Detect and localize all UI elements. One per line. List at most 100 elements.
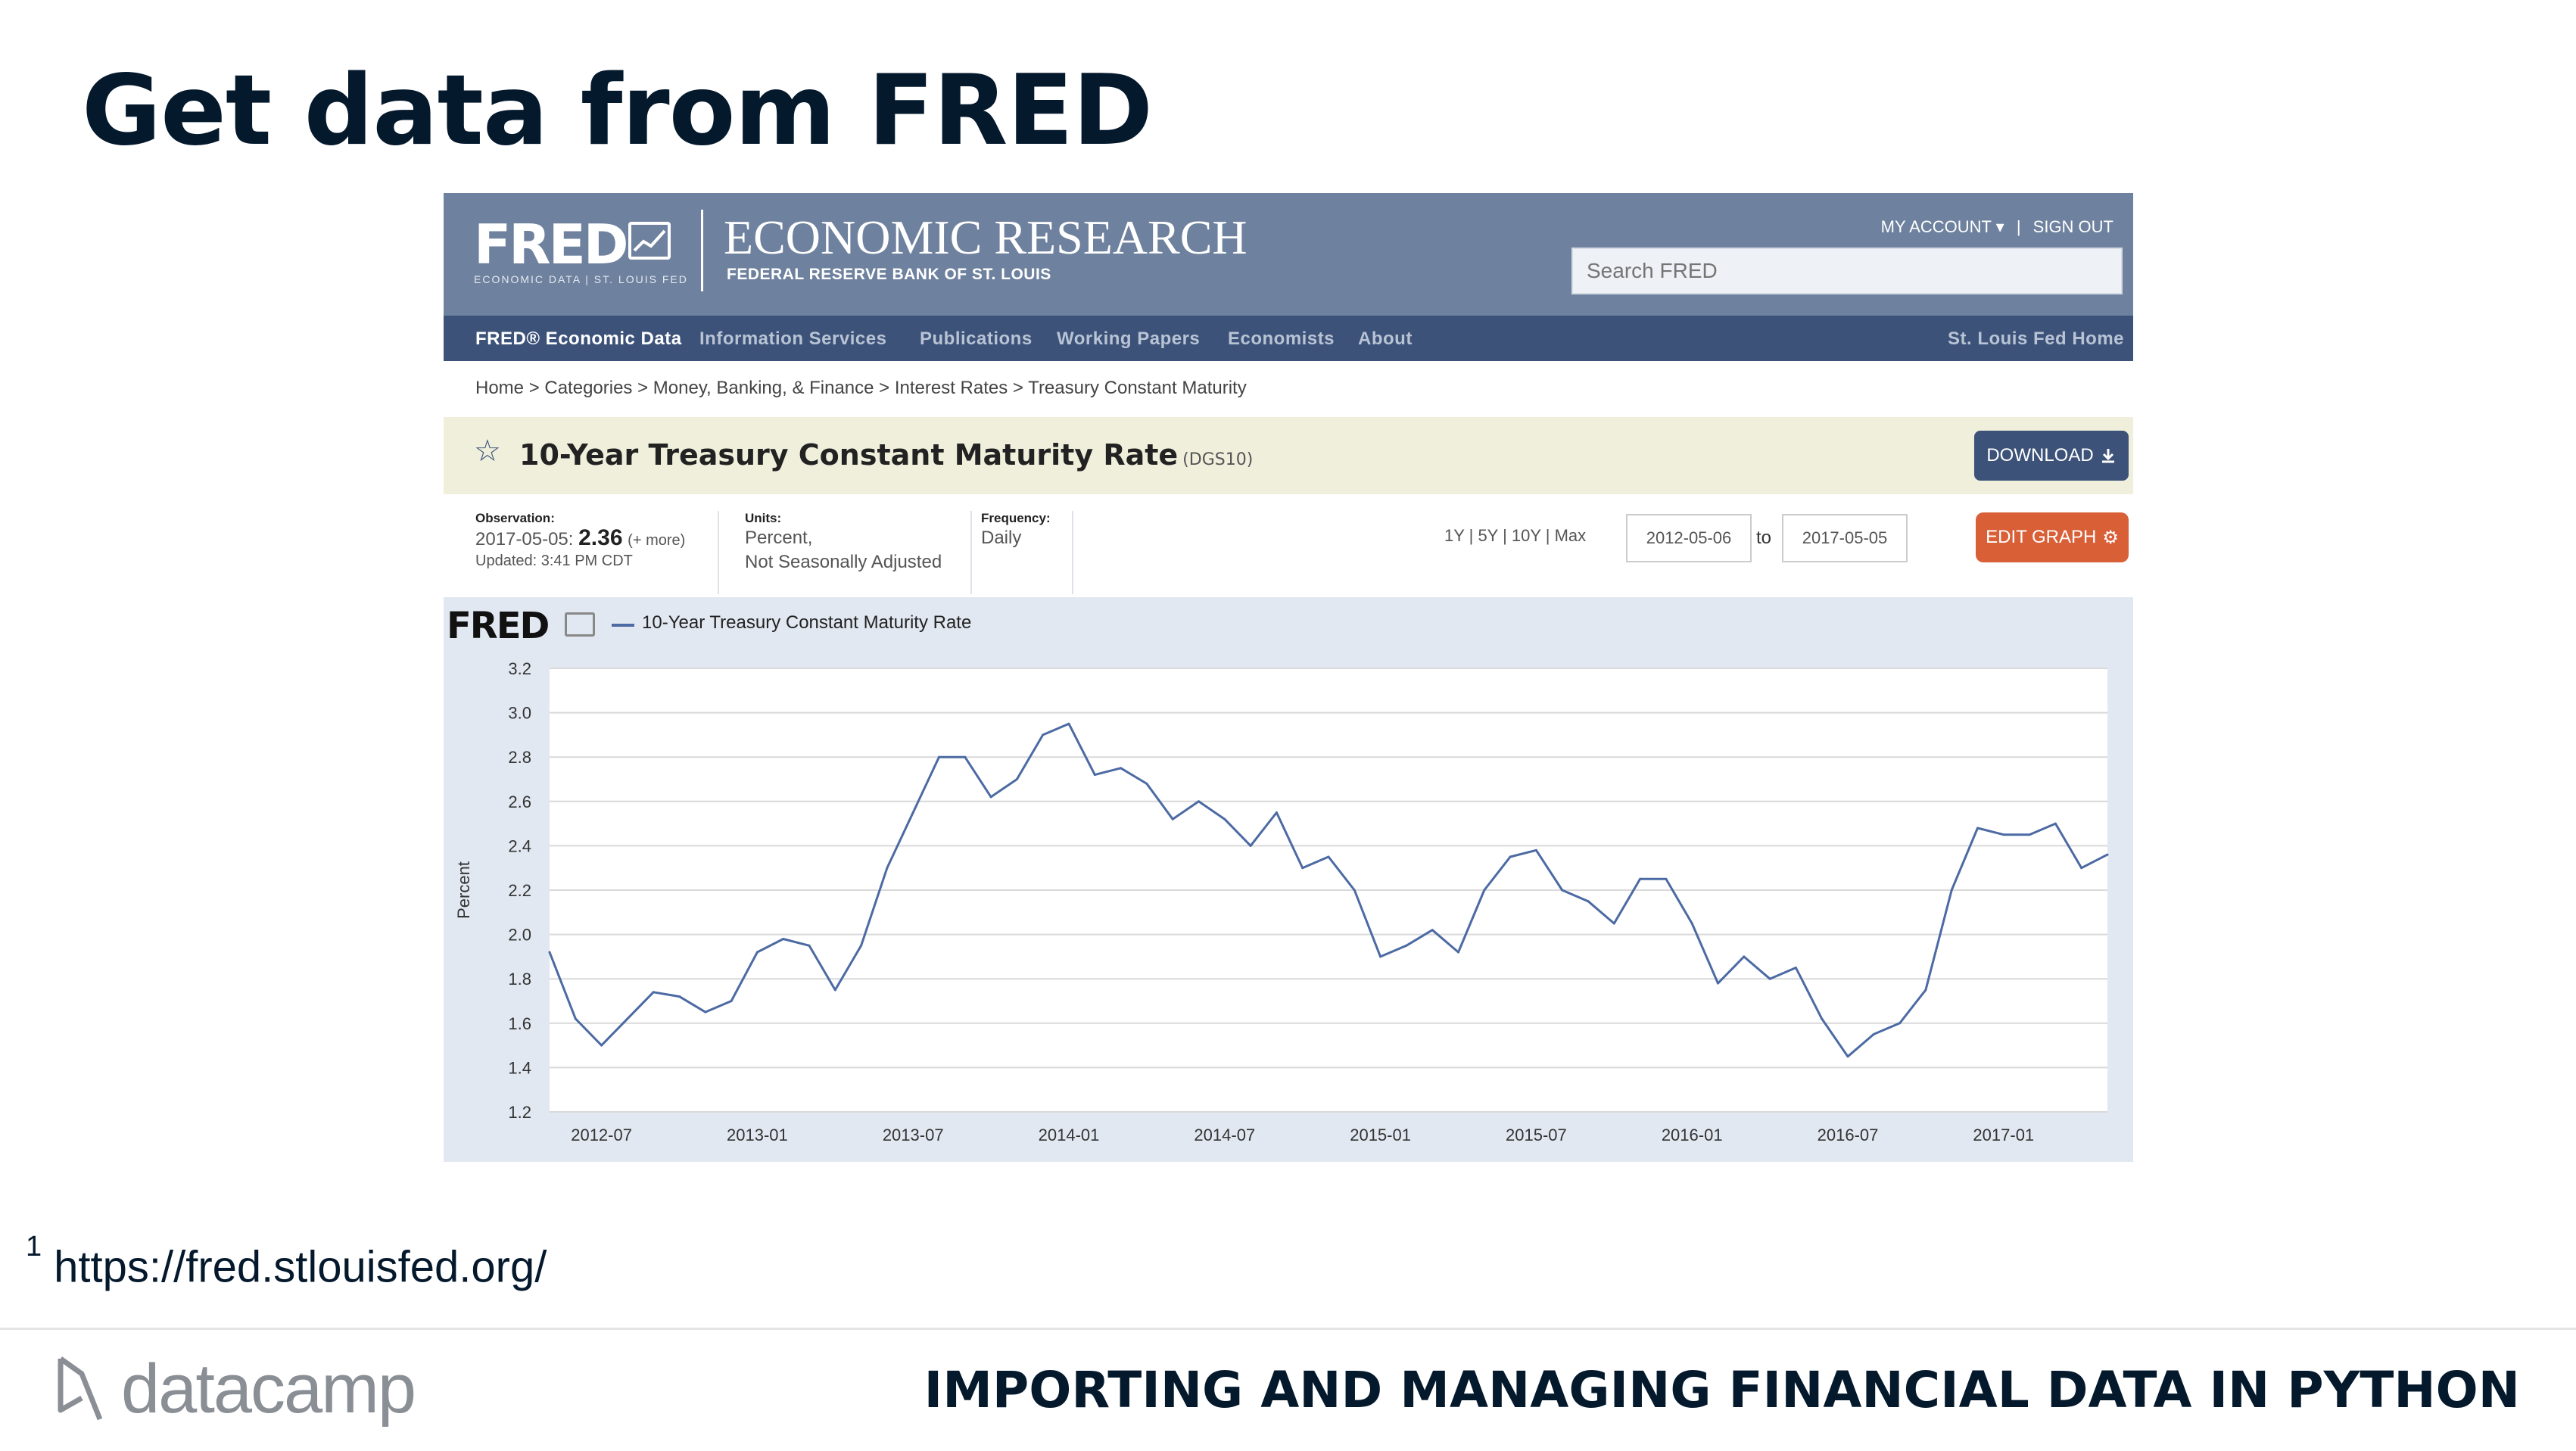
chart-fred-logo: FRED [447,605,550,647]
data-point [1768,977,1771,980]
fred-header: FRED ECONOMIC DATA | ST. LOUIS FED ECONO… [444,193,2133,316]
observation-line: 2017-05-05: 2.36 (+ more) [475,526,718,553]
data-point [1561,889,1564,892]
y-axis-label: Percent [454,861,473,919]
data-point [1353,889,1356,892]
data-point [1612,922,1615,925]
data-point [1509,855,1512,858]
x-tick-label: 2014-01 [1039,1126,1100,1144]
observation-value: 2.36 [578,525,623,550]
search-input[interactable] [1571,248,2123,294]
footnote-url[interactable]: https://fred.stlouisfed.org/ [54,1242,547,1292]
data-point [2054,822,2057,825]
range-selector[interactable]: 1Y | 5Y | 10Y | Max [1444,526,1587,545]
link-separator: | [2016,217,2021,236]
chart-logo-icon [565,612,595,637]
footer-divider [0,1328,2576,1330]
data-point [1431,929,1434,932]
x-tick-label: 2015-01 [1350,1126,1411,1144]
data-point [1327,855,1330,858]
observation-block: Observation: 2017-05-05: 2.36 (+ more) U… [475,511,719,594]
y-tick-label: 2.0 [508,926,531,945]
fred-logo[interactable]: FRED [474,213,629,276]
star-icon[interactable]: ☆ [474,434,501,468]
data-point [1223,817,1226,820]
nav-about[interactable]: About [1358,328,1413,349]
frequency-block: Frequency: Daily [981,511,1073,594]
x-tick-label: 2017-01 [1973,1126,2034,1144]
updated-time: Updated: 3:41 PM CDT [475,553,633,569]
nav-economists[interactable]: Economists [1228,328,1335,349]
edit-graph-label: EDIT GRAPH [1986,527,2097,547]
date-to-label: to [1756,528,1772,548]
data-point [1249,844,1252,847]
data-point [989,796,992,799]
data-point [1924,989,1927,992]
data-point [548,951,551,954]
my-account-link[interactable]: MY ACCOUNT ▾ [1880,217,2004,236]
legend-label: 10-Year Treasury Constant Maturity Rate [642,612,972,633]
frequency-heading: Frequency: [981,511,1051,525]
x-tick-label: 2012-07 [571,1126,632,1144]
y-tick-label: 2.8 [508,748,531,767]
data-point [1639,877,1642,880]
data-point [860,944,863,947]
nav-information-services[interactable]: Information Services [699,328,887,349]
nav-fred-economic-data[interactable]: FRED® Economic Data [475,328,682,349]
observation-more-link[interactable]: (+ more) [628,532,686,549]
date-from-input[interactable]: 2012-05-06 [1626,514,1752,562]
data-point [2106,853,2109,856]
series-title-text: 10-Year Treasury Constant Maturity Rate [519,438,1179,472]
y-tick-label: 1.2 [508,1103,531,1122]
series-metadata: Observation: 2017-05-05: 2.36 (+ more) U… [444,496,2133,594]
nav-publications[interactable]: Publications [920,328,1033,349]
economic-research-title: ECONOMIC RESEARCH [724,210,1248,264]
units-line1: Percent, [745,528,813,548]
data-point [1301,867,1304,870]
units-heading: Units: [745,511,782,525]
date-to-input[interactable]: 2017-05-05 [1782,514,1908,562]
data-point [704,1010,707,1014]
data-point [730,1000,733,1002]
data-point [2028,833,2031,836]
data-point [1067,722,1070,725]
data-point [1899,1022,1902,1025]
y-tick-label: 1.6 [508,1014,531,1033]
data-point [1950,889,1953,892]
x-tick-label: 2016-07 [1818,1126,1879,1144]
line-chart[interactable]: 3.2 3.0 2.8 2.6 2.4 2.2 2.0 1.8 1.6 1.4 1.2 2012-07… [444,597,2133,1162]
nav-st-louis-fed-home[interactable]: St. Louis Fed Home [1947,328,2124,349]
data-point [1717,982,1719,985]
data-point [964,755,967,758]
gear-icon: ⚙ [2102,527,2119,548]
data-point [1690,922,1693,925]
data-point [1198,800,1200,803]
series-title: 10-Year Treasury Constant Maturity Rate(… [519,438,1253,472]
fred-chart-icon [628,222,671,260]
course-title: IMPORTING AND MANAGING FINANCIAL DATA IN… [924,1361,2520,1419]
observation-date: 2017-05-05: [475,529,574,550]
y-tick-label: 2.4 [508,836,531,855]
x-tick-label: 2014-07 [1194,1126,1255,1144]
data-point [626,1017,629,1020]
x-tick-label: 2016-01 [1662,1126,1723,1144]
x-tick-label: 2015-07 [1506,1126,1567,1144]
download-label: DOWNLOAD [1986,445,2094,466]
y-tick-label: 1.8 [508,970,531,989]
breadcrumb[interactable]: Home > Categories > Money, Banking, & Fi… [475,378,1247,398]
download-button[interactable]: DOWNLOAD [1974,431,2129,481]
nav-working-papers[interactable]: Working Papers [1057,328,1201,349]
edit-graph-button[interactable]: EDIT GRAPH ⚙ [1976,512,2129,562]
data-point [1093,774,1096,777]
footnote-marker: 1 [26,1231,42,1263]
series-title-bar: ☆ 10-Year Treasury Constant Maturity Rat… [444,417,2133,494]
sign-out-link[interactable]: SIGN OUT [2032,217,2113,236]
data-point [678,995,681,998]
datacamp-wordmark: datacamp [121,1350,416,1428]
data-point [1872,1032,1875,1035]
data-point [1821,1017,1824,1020]
header-divider [701,210,703,291]
data-point [1120,767,1123,770]
data-point [1457,951,1459,954]
data-point [652,991,655,994]
